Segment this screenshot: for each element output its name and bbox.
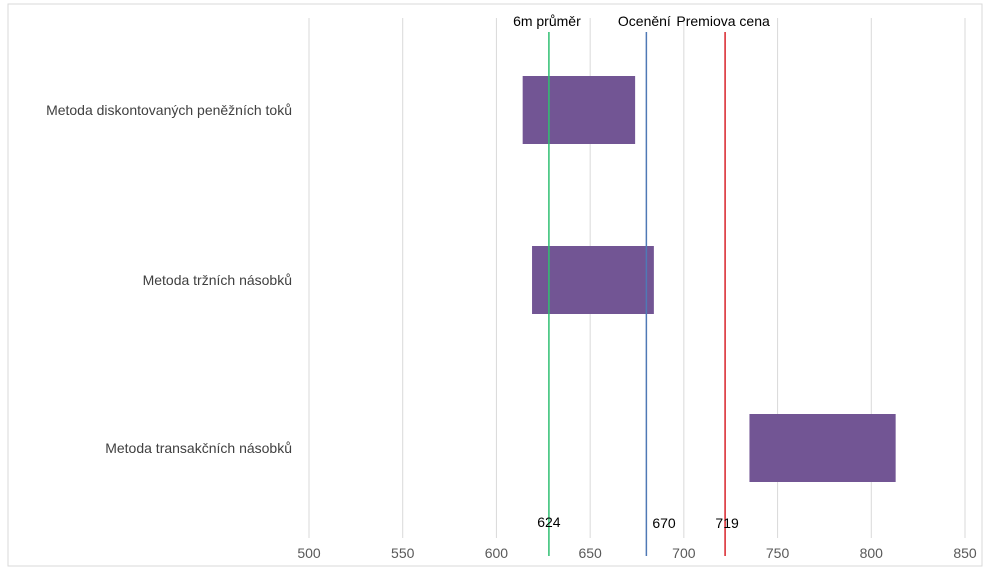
range-bar-2 <box>532 246 654 314</box>
category-label: Metoda tržních násobků <box>143 272 292 288</box>
x-tick-label: 600 <box>485 545 509 561</box>
category-label: Metoda diskontovaných peněžních toků <box>46 102 292 118</box>
x-tick-label: 500 <box>297 545 321 561</box>
x-tick-label: 800 <box>860 545 884 561</box>
reference-line-value-label: 719 <box>715 515 739 531</box>
x-tick-label: 750 <box>766 545 790 561</box>
reference-line-name: Ocenění <box>618 13 671 29</box>
x-tick-label: 650 <box>578 545 602 561</box>
x-tick-label: 850 <box>953 545 977 561</box>
range-bar-3 <box>749 414 896 482</box>
reference-line-name: 6m průměr <box>513 13 581 29</box>
x-tick-label: 700 <box>672 545 696 561</box>
range-bars <box>522 76 896 482</box>
labels: 500 550 600 650 700 750 800 850 Metoda diskontov… <box>46 13 977 561</box>
reference-line-value-label: 670 <box>652 515 676 531</box>
reference-lines <box>548 32 726 556</box>
reference-line-value-label: 624 <box>537 514 561 530</box>
reference-line-name: Premiova cena <box>676 13 770 29</box>
range-bar-1 <box>522 76 636 144</box>
x-tick-label: 550 <box>391 545 415 561</box>
category-label: Metoda transakčních násobků <box>105 440 292 456</box>
